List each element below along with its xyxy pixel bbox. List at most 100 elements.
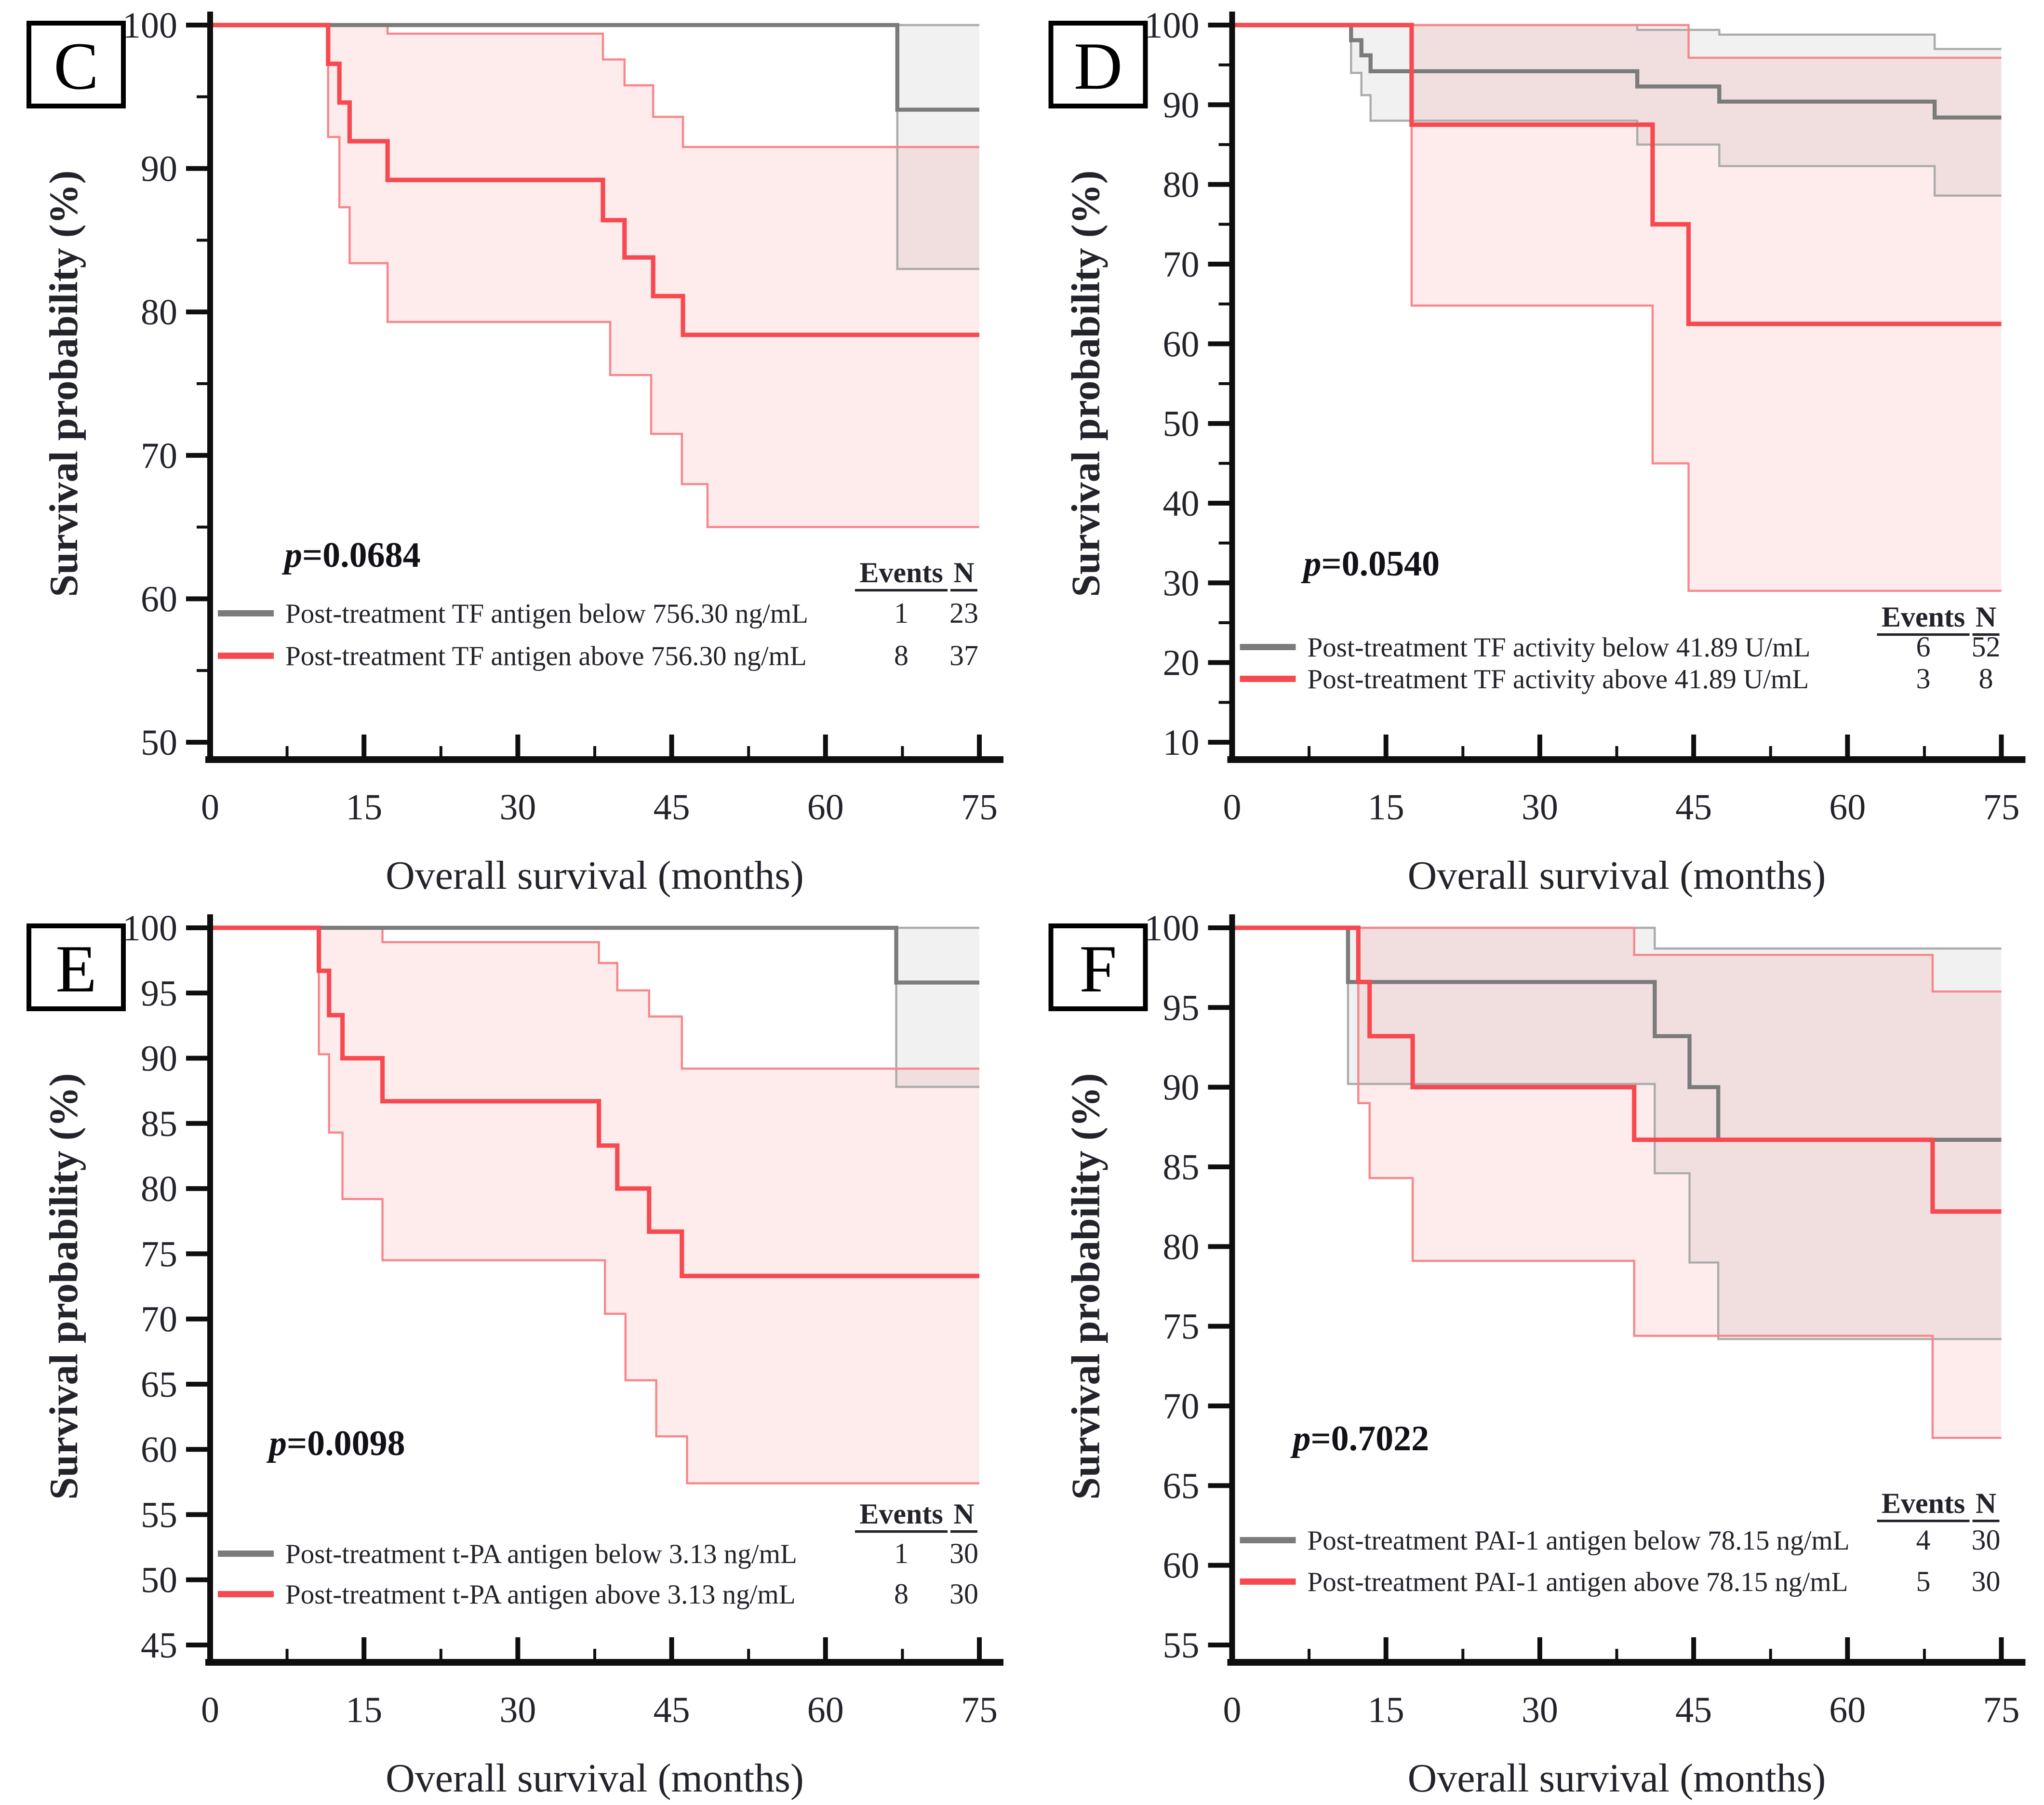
gray-ci-band xyxy=(210,25,979,269)
legend-header-events: Events xyxy=(859,557,943,588)
x-tick-major xyxy=(1691,735,1697,757)
y-tick-major xyxy=(1208,501,1232,506)
x-tick-label: 75 xyxy=(961,787,998,828)
y-tick-major xyxy=(186,596,210,602)
y-tick-minor xyxy=(197,95,210,98)
x-tick-label: 0 xyxy=(1223,1690,1242,1730)
red-legend-swatch xyxy=(218,653,274,659)
x-tick-major xyxy=(977,1637,982,1659)
red-legend-swatch xyxy=(1240,676,1296,682)
y-tick-label: 85 xyxy=(1163,1147,1200,1188)
y-tick-major xyxy=(186,166,210,171)
red-ci-upper-line xyxy=(1232,24,2002,59)
x-tick-major xyxy=(515,735,521,757)
x-tick-minor xyxy=(901,1649,904,1659)
legend-series-label: Post-treatment TF activity above 41.89 U… xyxy=(1308,664,1809,695)
y-tick-major xyxy=(1208,1164,1232,1169)
red-ci-band xyxy=(210,928,979,1484)
panel-label: D xyxy=(1074,29,1122,104)
legend-header-n-underline xyxy=(950,589,977,592)
y-tick-major xyxy=(186,1251,210,1257)
legend-n-value: 37 xyxy=(949,640,978,671)
red-survival-curve xyxy=(1232,925,2002,1214)
x-tick-label: 15 xyxy=(1368,787,1404,828)
y-tick-label: 90 xyxy=(141,1039,177,1079)
y-tick-minor xyxy=(197,239,210,242)
y-tick-label: 95 xyxy=(1163,988,1200,1028)
legend-header-n-underline xyxy=(1972,1520,2000,1523)
x-axis-title: Overall survival (months) xyxy=(386,853,804,898)
x-tick-major xyxy=(361,735,367,757)
y-tick-major xyxy=(1208,341,1232,347)
x-tick-minor xyxy=(747,746,750,757)
x-tick-major xyxy=(1999,735,2004,757)
y-tick-label: 60 xyxy=(141,1430,177,1470)
legend-series-label: Post-treatment TF antigen below 756.30 n… xyxy=(285,599,808,629)
legend-events-value: 3 xyxy=(1916,663,1931,695)
x-tick-label: 15 xyxy=(346,1690,382,1730)
y-tick-major xyxy=(186,1512,210,1517)
y-tick-label: 65 xyxy=(141,1364,177,1405)
y-tick-minor xyxy=(1218,382,1232,385)
x-tick-label: 75 xyxy=(961,1690,998,1730)
legend-series-label: Post-treatment PAI-1 antigen above 78.15… xyxy=(1308,1567,1848,1597)
y-tick-major xyxy=(1208,1404,1232,1408)
x-tick-label: 30 xyxy=(499,787,536,828)
legend-n-value: 30 xyxy=(1972,1565,2001,1597)
x-tick-major xyxy=(1845,735,1850,757)
panel-label: C xyxy=(53,29,98,104)
y-axis-title: Survival probability (%) xyxy=(41,1073,86,1499)
y-tick-minor xyxy=(1218,541,1232,545)
panel-C: 100 90 80 70 60 50 0 15 30 45 60 75 Overall survival… xyxy=(0,0,1022,902)
x-tick-label: 45 xyxy=(1675,1690,1712,1730)
y-tick-major xyxy=(186,1316,210,1322)
legend-n-value: 23 xyxy=(949,597,978,629)
y-tick-label: 85 xyxy=(141,1104,177,1144)
x-tick-minor xyxy=(1923,1649,1926,1659)
red-legend-swatch xyxy=(1240,1578,1296,1585)
x-tick-label: 75 xyxy=(1983,787,2020,828)
x-tick-major xyxy=(515,1637,521,1659)
y-tick-label: 10 xyxy=(1163,722,1200,763)
x-tick-major xyxy=(208,735,213,757)
gray-legend-swatch xyxy=(1240,1537,1296,1543)
y-tick-label: 80 xyxy=(141,292,177,333)
y-tick-major xyxy=(1208,182,1232,187)
y-axis-title: Survival probability (%) xyxy=(1064,170,1109,597)
x-tick-label: 0 xyxy=(201,1690,219,1730)
y-tick-label: 50 xyxy=(141,1560,177,1601)
x-tick-label: 60 xyxy=(807,787,844,828)
y-tick-minor xyxy=(1218,63,1232,67)
x-tick-label: 75 xyxy=(1983,1690,2020,1730)
x-tick-minor xyxy=(1461,746,1465,757)
x-tick-minor xyxy=(285,746,289,757)
legend-series-label: Post-treatment TF antigen above 756.30 n… xyxy=(285,641,807,671)
y-axis-title: Survival probability (%) xyxy=(1064,1073,1109,1499)
red-ci-lower-line xyxy=(210,24,979,528)
x-axis-line xyxy=(205,1659,1003,1666)
x-axis-title: Overall survival (months) xyxy=(1408,1756,1826,1801)
y-tick-label: 75 xyxy=(141,1234,177,1274)
gray-legend-swatch xyxy=(218,610,274,616)
y-tick-major xyxy=(1208,1084,1232,1090)
x-tick-minor xyxy=(439,746,442,757)
x-tick-minor xyxy=(901,746,904,757)
legend-events-value: 5 xyxy=(1916,1565,1931,1597)
x-tick-minor xyxy=(1308,1649,1311,1659)
red-survival-curve xyxy=(1232,23,2002,326)
y-tick-major xyxy=(1208,1483,1232,1488)
gray-survival-curve xyxy=(210,23,979,112)
red-ci-upper-line xyxy=(1232,926,2002,993)
legend-n-value: 30 xyxy=(949,1538,978,1569)
x-tick-major xyxy=(669,735,674,757)
panel-F: 100 95 90 85 80 75 70 65 60 55 0 15 30 45 60 75 Overall … xyxy=(1022,903,2044,1805)
p-value: p=0.7022 xyxy=(1290,1419,1429,1458)
legend-events-value: 8 xyxy=(894,1578,908,1610)
legend-events-value: 4 xyxy=(1916,1524,1931,1556)
y-tick-label: 30 xyxy=(1163,563,1200,603)
y-tick-label: 100 xyxy=(1145,908,1200,949)
x-tick-minor xyxy=(285,1649,289,1659)
y-tick-label: 90 xyxy=(1163,85,1200,125)
x-axis-line xyxy=(1227,756,2026,763)
